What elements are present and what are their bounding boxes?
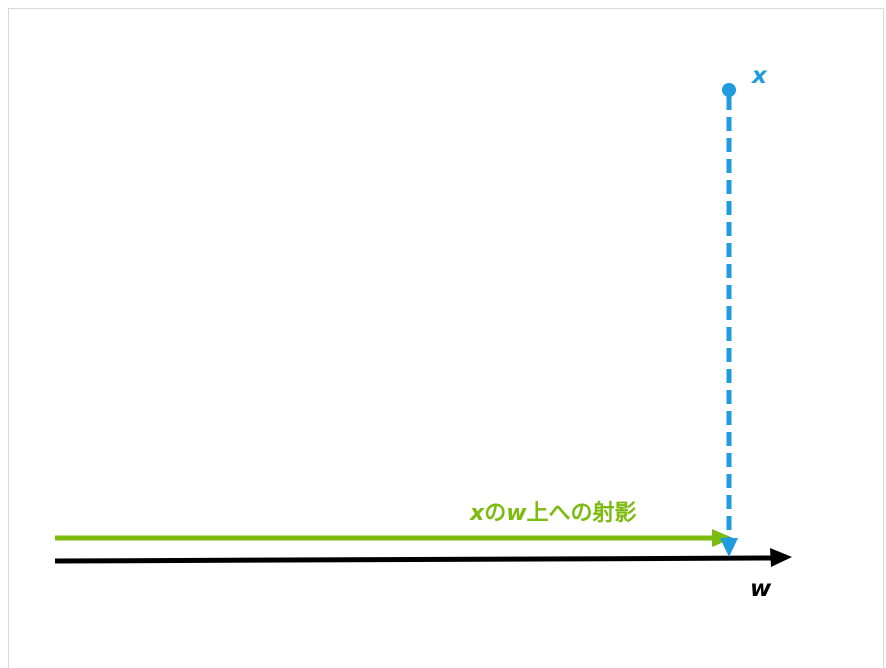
w-label: w [750, 576, 772, 602]
w-vector-line [54, 555, 775, 564]
perpendicular-arrowhead-icon [720, 538, 738, 557]
x-label: x [751, 63, 768, 89]
figure-frame [8, 8, 884, 668]
projection-label: xのw上への射影 [469, 500, 637, 526]
projection-label-no: の [484, 501, 506, 526]
projection-vector [55, 529, 733, 547]
projection-label-rest: 上への射影 [527, 500, 637, 526]
perpendicular-drop [720, 83, 738, 557]
w-vector [54, 548, 792, 567]
x-point-icon [722, 83, 736, 97]
w-arrowhead-icon [770, 548, 792, 567]
projection-label-w: w [506, 501, 527, 526]
projection-label-x: x [469, 501, 485, 526]
